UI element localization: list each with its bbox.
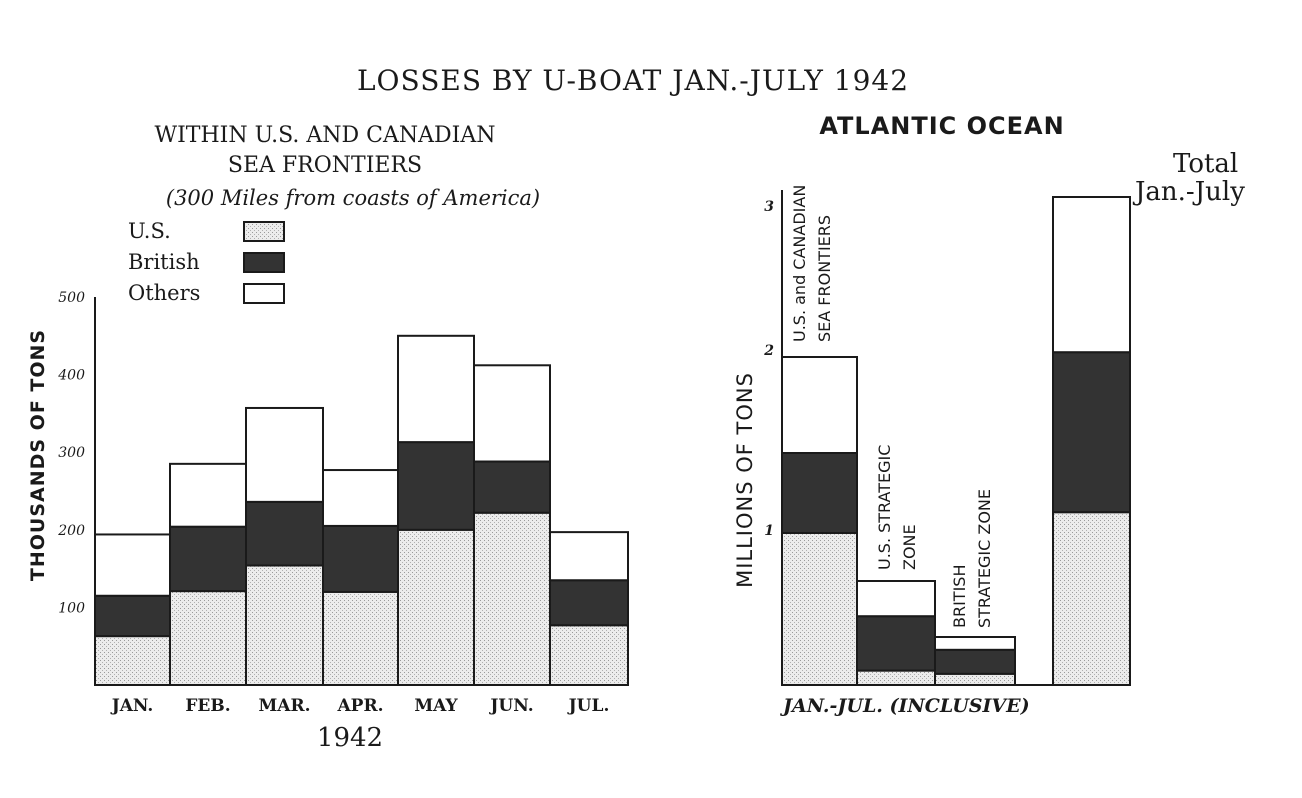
bar-us-2: [245, 564, 324, 686]
bar-british-2: [245, 500, 324, 567]
right-y-tick-label: 2: [763, 343, 774, 359]
total-label-line1: Total: [1173, 149, 1238, 179]
main-title: LOSSES BY U-BOAT JAN.-JULY 1942: [357, 64, 909, 97]
right-y-tick-label: 3: [764, 199, 774, 215]
left-y-tick-label: 400: [57, 368, 85, 384]
bar-us-4: [397, 528, 475, 686]
bar-british-4: [397, 441, 475, 531]
zone-label-line1: U.S. and CANADIAN: [790, 185, 809, 342]
legend-swatch-us: [243, 221, 285, 242]
left-x-tick-label: JAN.: [110, 696, 154, 716]
bar-others-zone-1: [856, 580, 936, 618]
legend-label-british: British: [128, 250, 200, 274]
bar-others-4: [397, 334, 475, 444]
zone-label-line2: SEA FRONTIERS: [815, 215, 834, 342]
left-y-tick-label: 500: [58, 290, 85, 306]
legend-swatch-others: [243, 283, 285, 304]
left-y-tick-label: 300: [58, 445, 85, 461]
left-x-tick-label: APR.: [336, 696, 383, 716]
legend-swatch-british: [243, 252, 285, 273]
left-x-tick-label: JUN.: [488, 696, 533, 716]
bar-british-1: [169, 525, 247, 593]
zone-label-line2: ZONE: [900, 524, 919, 570]
zone-label-line1: U.S. STRATEGIC: [875, 445, 894, 570]
bar-us-zone-1: [856, 669, 936, 686]
left-y-axis-label: THOUSANDS OF TONS: [27, 329, 49, 581]
left-x-tick-label: MAR.: [258, 696, 310, 716]
left-x-tick-label: JUL.: [567, 696, 610, 716]
bar-us-1: [169, 590, 247, 687]
left-x-tick-label: MAY: [414, 696, 458, 716]
left-subtitle: (300 Miles from coasts of America): [166, 186, 540, 210]
left-y-tick-label: 200: [57, 523, 85, 539]
left-title-line2: SEA FRONTIERS: [228, 153, 422, 178]
zone-label-line1: BRITISH: [950, 565, 969, 629]
bar-british-3: [322, 524, 399, 593]
bar-us-5: [473, 511, 551, 687]
left-title-line1: WITHIN U.S. AND CANADIAN: [155, 123, 496, 148]
bar-us-0: [94, 635, 171, 686]
bar-others-zone-3: [1052, 196, 1131, 354]
bar-others-1: [169, 462, 247, 528]
zone-label-line2: STRATEGIC ZONE: [975, 489, 994, 628]
legend: U.S. British Others: [128, 219, 285, 305]
bar-us-zone-3: [1052, 511, 1131, 687]
bar-others-zone-2: [934, 636, 1016, 651]
bar-us-6: [549, 624, 629, 686]
bar-others-0: [94, 533, 171, 597]
bar-us-zone-2: [934, 672, 1016, 686]
bar-others-2: [245, 406, 324, 503]
legend-label-others: Others: [128, 281, 200, 305]
total-label-line2: Jan.-July: [1132, 177, 1245, 207]
bar-british-5: [473, 460, 551, 514]
bar-british-zone-2: [934, 648, 1016, 675]
right-y-tick-label: 1: [764, 523, 774, 539]
bar-us-3: [322, 590, 399, 687]
bar-us-zone-0: [781, 532, 858, 686]
left-y-tick-label: 100: [58, 600, 85, 616]
bar-others-zone-0: [781, 356, 858, 454]
left-x-tick-label: FEB.: [185, 696, 230, 716]
bar-others-6: [549, 531, 629, 582]
bar-british-0: [94, 594, 171, 638]
right-y-axis-label: MILLIONS OF TONS: [733, 372, 757, 588]
bar-others-5: [473, 364, 551, 463]
bar-british-6: [549, 579, 629, 627]
left-x-axis-label: 1942: [317, 723, 383, 753]
right-x-axis-label: JAN.-JUL. (INCLUSIVE): [780, 695, 1030, 717]
bar-others-3: [322, 469, 399, 527]
bar-british-zone-3: [1052, 351, 1131, 514]
bar-british-zone-0: [781, 452, 858, 534]
bar-british-zone-1: [856, 615, 936, 672]
legend-label-us: U.S.: [128, 219, 171, 243]
right-title: ATLANTIC OCEAN: [819, 112, 1064, 140]
